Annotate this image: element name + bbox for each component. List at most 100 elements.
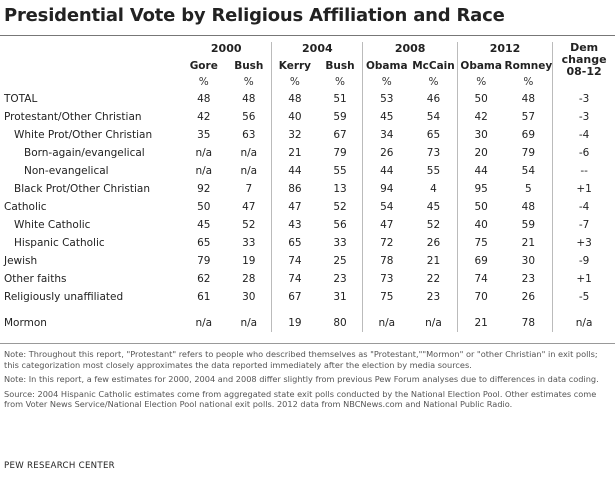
value-cell: 47 [271,198,318,216]
row-label: Non-evangelical [24,165,109,177]
table-row: Catholic 50 47 47 52 54 45 50 48 -4 [0,198,615,216]
table-row: Black Prot/Other Christian 92 7 86 13 94 4 95 5 +… [0,180,615,198]
value-cell: 75 [362,288,411,306]
dem-change-cell: -3 [552,90,615,108]
table-row: Mormon n/a n/a 19 80 n/a n/a 21 78 n/a [0,314,615,332]
value-cell: 42 [197,111,211,123]
value-cell: 69 [521,129,536,141]
value-cell: 69 [456,252,505,270]
value-cell: 13 [333,183,347,195]
table-row: Non-evangelical n/a n/a 44 55 44 55 44 54 -- [0,162,615,180]
value-cell: 21 [271,144,318,162]
dem-change-cell: n/a [552,314,615,332]
value-cell: 25 [333,255,347,267]
dem-change-line2: change [561,53,607,66]
value-cell: 65 [271,234,318,252]
candidate-gore: Gore [189,60,218,72]
value-cell: 65 [426,129,441,141]
page-title: Presidential Vote by Religious Affiliati… [4,5,505,26]
value-cell: 48 [521,93,536,105]
value-cell: 47 [242,201,256,213]
pct-sign: % [362,74,411,90]
value-cell: n/a [195,165,213,177]
value-cell: 63 [242,129,256,141]
value-cell: n/a [425,317,442,329]
value-cell: 74 [271,252,318,270]
value-cell: n/a [240,317,258,329]
value-cell: 48 [242,93,256,105]
candidate-bush-2004: Bush [325,60,355,72]
row-label: Mormon [4,317,47,329]
value-cell: 33 [242,237,256,249]
value-cell: 21 [521,237,536,249]
candidate-header-row: Gore Bush Kerry Bush Obama McCain Obama … [0,58,615,74]
value-cell: 23 [426,291,441,303]
value-cell: 74 [456,270,505,288]
value-cell: 52 [333,201,347,213]
note-source: Source: 2004 Hispanic Catholic estimates… [4,388,597,410]
value-cell: 74 [271,270,318,288]
value-cell: 33 [333,237,347,249]
value-cell: 26 [426,237,441,249]
value-cell: 5 [525,183,532,195]
table-row: White Catholic 45 52 43 56 47 52 40 59 -7 [0,216,615,234]
value-cell: 78 [521,317,536,329]
value-cell: 44 [271,162,318,180]
value-cell: 54 [362,198,411,216]
value-cell: 21 [426,255,441,267]
value-cell: 20 [456,144,505,162]
table-body: TOTAL 48 48 48 51 53 46 50 48 -3 Protestant/Other … [0,90,615,332]
pct-sign: % [271,74,318,90]
value-cell: 79 [521,147,536,159]
dem-change-cell: -- [552,162,615,180]
value-cell: 92 [197,183,211,195]
table-row: Protestant/Other Christian 42 56 40 59 45 54 42… [0,108,615,126]
dem-change-cell: -4 [552,126,615,144]
notes-block: Note: Throughout this report, "Protestan… [4,349,608,414]
dem-change-cell: -4 [552,198,615,216]
value-cell: 80 [333,317,347,329]
candidate-romney: Romney [504,60,553,72]
value-cell: 44 [456,162,505,180]
value-cell: 7 [245,183,253,195]
table-row: Religiously unaffiliated 61 30 67 31 75 23 70 26… [0,288,615,306]
value-cell: 54 [426,111,441,123]
value-cell: 44 [362,162,411,180]
value-cell: 52 [242,219,256,231]
value-cell: 28 [242,273,256,285]
value-cell: 59 [521,219,536,231]
value-cell: 86 [271,180,318,198]
value-cell: n/a [195,317,213,329]
year-2004: 2004 [271,42,363,58]
table-row: Born-again/evangelical n/a n/a 21 79 26 73 20 79… [0,144,615,162]
value-cell: 4 [430,183,437,195]
candidate-kerry: Kerry [271,58,318,74]
value-cell: 45 [197,219,211,231]
value-cell: 61 [197,291,211,303]
value-cell: 94 [362,180,411,198]
value-cell: 73 [362,270,411,288]
table-row: Other faiths 62 28 74 23 73 22 74 23 +1 [0,270,615,288]
value-cell: n/a [240,147,258,159]
value-cell: 31 [333,291,347,303]
value-cell: 19 [271,314,318,332]
source-organization: PEW RESEARCH CENTER [4,461,115,471]
value-cell: 62 [197,273,211,285]
value-cell: 47 [362,216,411,234]
row-label: Black Prot/Other Christian [14,183,151,195]
dem-change-cell: -5 [552,288,615,306]
row-label: White Catholic [14,219,91,231]
value-cell: 72 [362,234,411,252]
dem-change-cell: -9 [552,252,615,270]
value-cell: 50 [456,198,505,216]
row-label: Protestant/Other Christian [4,111,142,123]
dem-change-cell: -7 [552,216,615,234]
candidate-bush-2000: Bush [234,60,264,72]
value-cell: 23 [333,273,347,285]
value-cell: 34 [362,126,411,144]
row-label: TOTAL [4,93,38,105]
pct-sign: % [456,74,505,90]
value-cell: 48 [521,201,536,213]
value-cell: 52 [426,219,441,231]
pct-sign: % [335,76,345,88]
